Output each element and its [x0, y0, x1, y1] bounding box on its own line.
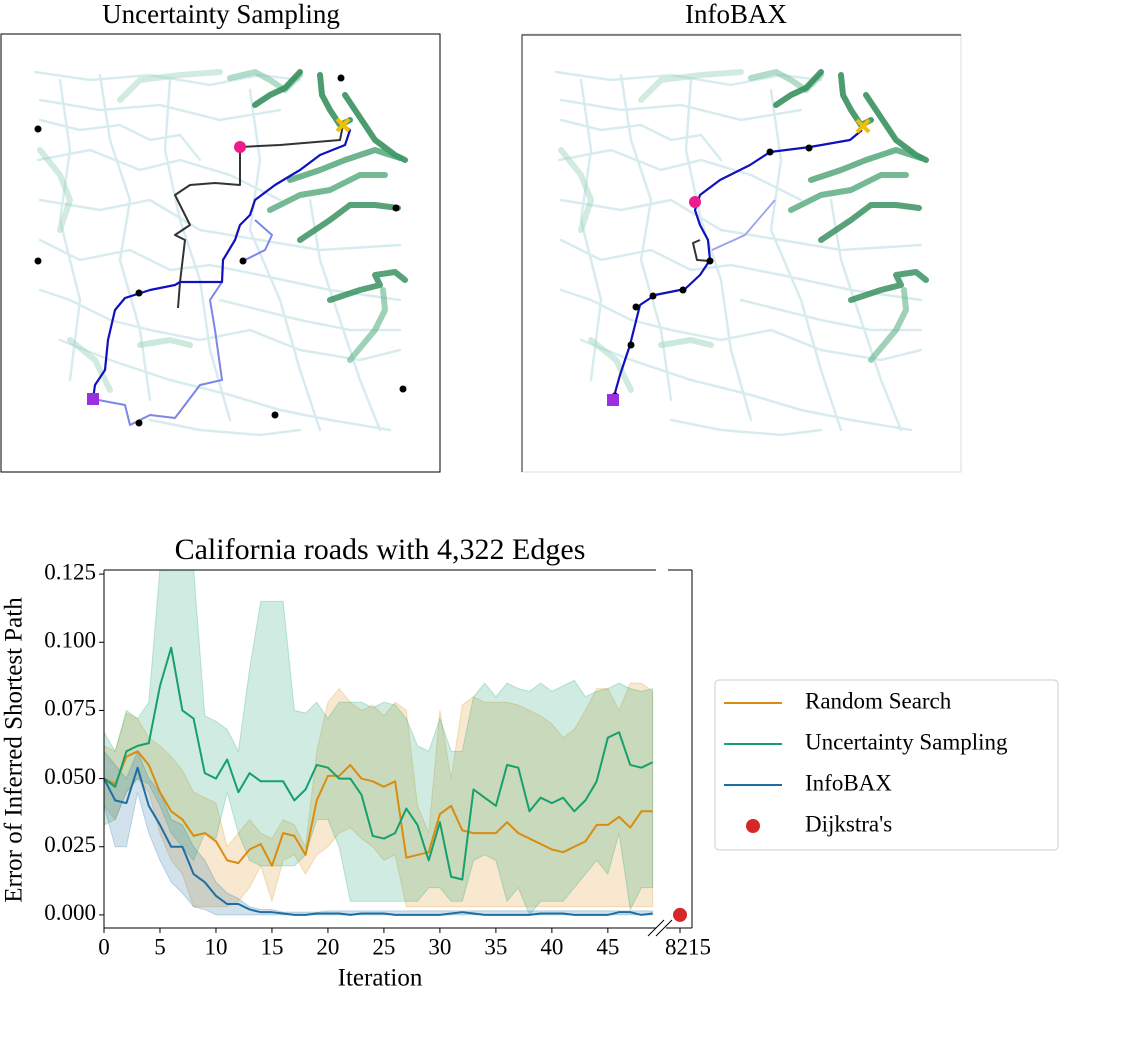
panel-title: InfoBAX — [685, 0, 787, 29]
x-tick-label: 15 — [260, 934, 283, 959]
latest-query — [689, 196, 701, 208]
query-dot — [632, 303, 640, 311]
inferred-route — [239, 124, 344, 148]
alt-route — [711, 199, 776, 251]
confidence-band — [104, 682, 654, 908]
series-line — [104, 646, 654, 881]
query-dot — [392, 204, 400, 212]
query-dot — [135, 419, 143, 427]
legend-label: Random Search — [805, 688, 952, 713]
query-dot — [706, 257, 714, 265]
panel-title: Uncertainty Sampling — [102, 0, 340, 29]
series-line — [104, 766, 653, 916]
y-tick-label: 0.050 — [44, 764, 96, 789]
alt-route — [92, 281, 223, 426]
legend-label: Dijkstra's — [805, 811, 892, 836]
confidence-band — [104, 570, 654, 916]
x-tick-label: 30 — [428, 934, 451, 959]
inferred-route — [692, 239, 711, 262]
axis-break — [647, 919, 665, 937]
inferred-route — [174, 147, 241, 309]
query-dot — [679, 286, 687, 294]
query-dot — [337, 74, 345, 82]
chart-title: California roads with 4,322 Edges — [175, 533, 586, 566]
query-dot — [399, 385, 407, 393]
latest-query — [234, 141, 246, 153]
x-tick-label: 8215 — [665, 934, 711, 959]
confidence-band — [104, 750, 654, 916]
start-marker — [87, 393, 99, 405]
bands — [104, 570, 654, 916]
start-marker — [607, 394, 619, 406]
true-route — [611, 129, 863, 401]
x-tick-label: 35 — [484, 934, 507, 959]
series-line — [104, 750, 653, 867]
goal-marker — [855, 118, 871, 134]
query-dot — [805, 144, 813, 152]
query-dot — [766, 148, 774, 156]
query-dot — [34, 125, 42, 133]
y-tick-label: 0.025 — [44, 832, 96, 857]
routes — [611, 129, 863, 401]
axes: 0.000 0.025 0.050 0.075 0.100 0.125 0 5 10 15 20 25… — [44, 559, 711, 959]
query-dot — [649, 292, 657, 300]
queried-points — [611, 144, 813, 400]
alt-route — [242, 219, 273, 262]
y-axis-label: Error of Inferred Shortest Path — [1, 597, 28, 903]
y-tick-label: 0.075 — [44, 696, 96, 721]
x-tick-label: 0 — [98, 934, 110, 959]
query-dot — [34, 257, 42, 265]
point — [673, 907, 687, 922]
x-axis-label: Iteration — [338, 965, 423, 992]
legend-box — [714, 679, 1059, 851]
y-tick-label: 0.000 — [44, 900, 96, 925]
lines — [104, 646, 654, 916]
axis-break — [655, 919, 673, 937]
true-route — [91, 124, 352, 400]
legend-label: InfoBAX — [805, 770, 892, 795]
y-tick-label: 0.100 — [44, 628, 96, 653]
query-dot — [627, 341, 635, 349]
x-tick-label: 40 — [540, 934, 563, 959]
queried-points — [34, 74, 407, 427]
x-tick-label: 45 — [596, 934, 619, 959]
x-tick-label: 5 — [154, 934, 166, 959]
query-dot — [239, 257, 247, 265]
goal-marker — [335, 117, 351, 133]
legend-label: Uncertainty Sampling — [805, 729, 1008, 754]
routes — [91, 124, 352, 426]
legend-marker — [746, 819, 760, 833]
y-tick-label: 0.125 — [44, 559, 96, 584]
query-dot — [135, 289, 143, 297]
x-tick-label: 10 — [204, 934, 227, 959]
map-frame-edge — [521, 34, 961, 472]
x-tick-label: 25 — [372, 934, 395, 959]
legend: Random Search Uncertainty Sampling InfoBAX… — [724, 688, 1008, 836]
x-tick-label: 20 — [316, 934, 339, 959]
query-dot — [271, 411, 279, 419]
